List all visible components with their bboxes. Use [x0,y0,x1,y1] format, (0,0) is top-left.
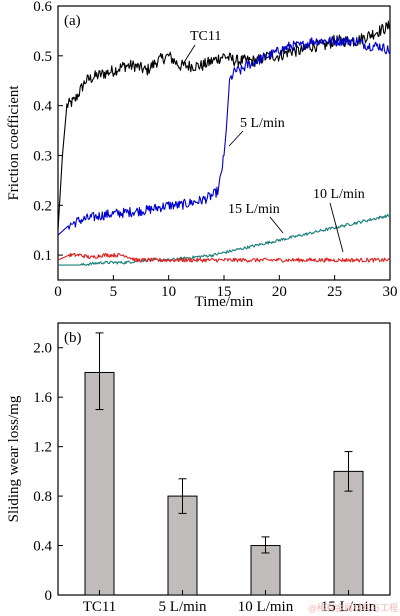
chart-a-x-ticks: 0 5 10 15 20 25 30 [54,275,398,300]
annotation-tc11-leader [182,44,196,65]
bar-10-l-min [250,545,281,596]
chart-a-x-tick-label: 20 [272,284,287,300]
annotation-15-l-min-leader [269,216,284,234]
annotation-10-l-min-leader [329,202,344,253]
chart-a-y-tick-label: 0.3 [33,148,52,164]
chart-a-y-axis-title: Friction coefficient [6,85,22,201]
annotation-15-l-min: 15 L/min [228,202,280,217]
category-label-tc11: TC11 [83,599,117,615]
chart-a-panel-label: (a) [64,13,81,29]
chart-a-y-tick-label: 0.2 [33,198,52,214]
series-line-10-l-min [57,252,391,263]
chart-b-bars [84,332,364,596]
series-line-15-l-min [58,213,391,266]
chart-a-x-axis-title: Time/min [195,294,254,310]
chart-b-category-labels: TC11 5 L/min 10 L/min 15 L/min [83,599,377,615]
chart-a-y-ticks: 0.1 0.2 0.3 0.4 0.5 0.6 [33,0,63,264]
chart-b-y-tick-label: 0.8 [33,489,52,505]
category-label-10-l-min: 10 L/min [238,599,294,615]
chart-a-x-tick-label: 0 [54,284,62,300]
chart-b-y-axis-title: Sliding wear loss/mg [6,395,22,522]
chart-b-y-tick-label: 1.2 [33,440,52,456]
chart-b-frame [57,322,391,596]
chart-a-frame [57,5,391,281]
chart-a-x-tick-label: 10 [161,284,176,300]
chart-a-x-tick-label: 5 [110,284,118,300]
annotation-tc11: TC11 [190,29,221,44]
chart-a-y-tick-label: 0.6 [33,0,52,15]
annotation-5-l-min-leader [228,130,244,147]
chart-a-y-tick-label: 0.5 [33,49,52,65]
chart-b-y-tick-label: 0 [45,588,53,604]
chart-b-y-ticks: 0 0.4 0.8 1.2 1.6 2.0 [33,341,63,604]
sliding-wear-loss-chart: 0 0.4 0.8 1.2 1.6 2.0 TC11 5 L/min 10 L/min 15 L… [6,322,391,615]
watermark-text: @稀有金属材料与工程 [308,602,398,614]
chart-a-annotations: TC11 5 L/min 15 L/min 10 L/min [182,29,365,253]
category-label-5-l-min: 5 L/min [159,599,207,615]
annotation-10-l-min: 10 L/min [313,187,365,202]
chart-b-y-tick-label: 1.6 [33,390,52,406]
bar-15-l-min [333,470,364,596]
series-line-5-l-min [57,35,391,236]
friction-coefficient-chart: 0 5 10 15 20 25 30 0.1 0.2 0.3 0.4 0.5 0.6 (a) Time… [6,0,398,310]
chart-b-y-tick-label: 0.4 [33,539,52,555]
chart-a-y-tick-label: 0.1 [33,248,52,264]
chart-b-panel-label: (b) [64,330,82,346]
chart-a-x-tick-label: 25 [327,284,342,300]
chart-a-series [57,20,391,266]
category-label-15-l-min: 15 L/min [321,599,377,615]
chart-a-x-tick-label: 30 [383,284,398,300]
chart-a-y-tick-label: 0.4 [33,99,52,115]
chart-a-x-tick-label: 15 [217,284,232,300]
chart-b-y-tick-label: 2.0 [33,341,52,357]
annotation-5-l-min: 5 L/min [240,116,285,131]
